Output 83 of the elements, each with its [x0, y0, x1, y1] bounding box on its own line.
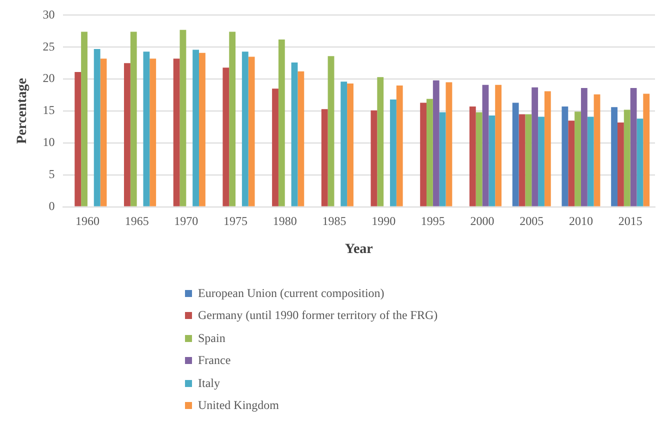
- bar: [518, 114, 526, 206]
- bar: [192, 50, 200, 206]
- x-tick-label: 1970: [174, 214, 198, 228]
- x-axis-title: Year: [344, 242, 373, 258]
- bar: [469, 106, 476, 206]
- bar: [396, 85, 403, 206]
- legend-label: France: [198, 353, 231, 368]
- bar: [321, 109, 328, 206]
- x-tick-label: 2005: [520, 214, 544, 228]
- x-tick-label: 1960: [75, 214, 100, 228]
- x-tick-label: 1965: [124, 214, 149, 228]
- y-tick-label: 10: [42, 135, 55, 150]
- bar: [562, 106, 568, 206]
- bar: [568, 120, 575, 206]
- y-tick-label: 15: [42, 103, 55, 118]
- x-tick-label: 1995: [420, 214, 445, 228]
- bar: [617, 122, 624, 206]
- bar: [420, 102, 427, 206]
- bar: [446, 82, 452, 206]
- legend-label: European Union (current composition): [198, 286, 384, 301]
- bar: [587, 116, 594, 206]
- bar: [272, 88, 278, 206]
- x-tick-label: 1980: [272, 214, 297, 228]
- bar: [482, 84, 489, 206]
- bar: [580, 88, 588, 206]
- bar: [100, 58, 107, 206]
- bar: [630, 88, 637, 206]
- bar: [532, 87, 538, 206]
- bar: [432, 80, 440, 206]
- bar: [248, 56, 255, 206]
- bar: [476, 112, 482, 206]
- bar: [298, 71, 304, 206]
- bar: [328, 56, 334, 206]
- bar: [347, 84, 354, 206]
- bar: [199, 52, 206, 206]
- y-tick-label: 0: [48, 198, 55, 213]
- bar: [124, 63, 130, 206]
- bar: [278, 39, 285, 206]
- legend-label: Italy: [198, 376, 220, 391]
- bar: [426, 98, 433, 206]
- y-tick-label: 30: [42, 7, 55, 22]
- x-tick-label: 2010: [568, 214, 593, 228]
- x-tick-label: 2015: [618, 214, 642, 228]
- bar: [130, 32, 137, 206]
- bar: [636, 118, 644, 206]
- x-tick-label: 1990: [372, 214, 396, 228]
- legend-label: United Kingdom: [198, 398, 279, 414]
- bar: [180, 30, 186, 206]
- bar: [525, 114, 532, 206]
- legend-label: Spain: [198, 330, 226, 346]
- bar: [495, 84, 502, 206]
- bar: [173, 58, 180, 206]
- bar: [150, 58, 156, 206]
- bar: [81, 32, 88, 206]
- bar: [574, 112, 581, 206]
- x-tick-label: 1985: [322, 214, 346, 228]
- x-tick-label: 2000: [470, 214, 494, 228]
- bar: [611, 107, 618, 206]
- y-tick-label: 25: [42, 39, 55, 54]
- x-tick-label: 1975: [224, 214, 248, 228]
- bar: [94, 49, 100, 206]
- bar: [242, 52, 248, 206]
- bar: [544, 91, 551, 206]
- bar: [624, 110, 630, 206]
- bar: [222, 68, 230, 206]
- bar: [488, 115, 496, 206]
- bar: [538, 116, 544, 206]
- y-tick-label: 5: [48, 167, 55, 182]
- bar: [390, 100, 396, 206]
- bar: [643, 94, 650, 206]
- bar: [594, 94, 600, 206]
- bar: [370, 110, 378, 206]
- bar: [512, 102, 519, 206]
- y-axis-title: Percentage: [15, 78, 30, 144]
- bar: [439, 112, 446, 206]
- bar: [143, 52, 150, 206]
- bar: [340, 82, 348, 206]
- y-tick-label: 20: [42, 71, 55, 86]
- bar: [291, 62, 298, 206]
- legend-label: Germany (until 1990 former territory of the FRG): [198, 308, 438, 324]
- bar: [74, 72, 82, 206]
- bar: [377, 77, 384, 206]
- bar: [229, 32, 236, 206]
